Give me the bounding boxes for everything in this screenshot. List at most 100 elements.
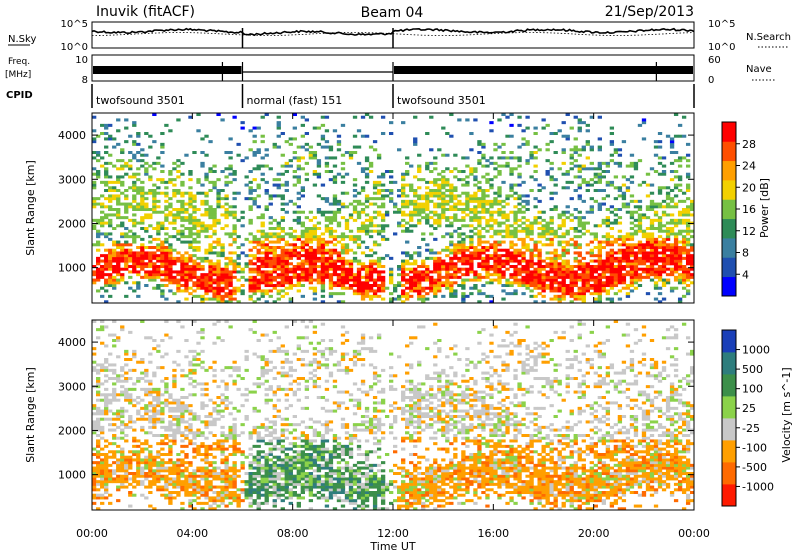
heatmap-cell [473,200,477,203]
heatmap-cell [120,431,124,434]
heatmap-cell [566,230,570,233]
heatmap-cell [164,192,168,195]
heatmap-cell [357,230,361,233]
heatmap-cell [461,284,465,287]
heatmap-cell [441,295,445,298]
heatmap-cell [570,148,574,151]
heatmap-cell [112,281,116,284]
heatmap-cell [257,287,261,290]
heatmap-cell [445,270,449,273]
heatmap-cell [521,129,525,132]
heatmap-cell [281,265,285,268]
heatmap-cell [554,208,558,211]
heatmap-cell [104,472,108,475]
heatmap-cell [590,148,594,151]
heatmap-cell [365,268,369,271]
heatmap-cell [674,287,678,290]
heatmap-cell [261,251,265,254]
heatmap-cell [321,197,325,200]
heatmap-cell [678,265,682,268]
heatmap-cell [172,260,176,263]
heatmap-cell [650,273,654,276]
heatmap-cell [124,260,128,263]
heatmap-cell [562,241,566,244]
heatmap-cell [289,159,293,162]
heatmap-cell [654,249,658,252]
heatmap-cell [329,281,333,284]
heatmap-cell [497,146,501,149]
heatmap-cell [325,262,329,265]
heatmap-cell [172,276,176,279]
heatmap-cell [513,156,517,159]
heatmap-cell [441,284,445,287]
heatmap-cell [562,222,566,225]
heatmap-cell [160,222,164,225]
heatmap-cell [156,246,160,249]
heatmap-cell [521,279,525,282]
heatmap-cell [172,464,176,467]
heatmap-cell [249,289,253,292]
heatmap-cell [232,197,236,200]
heatmap-cell [353,211,357,214]
heatmap-cell [184,483,188,486]
heatmap-cell [337,140,341,143]
heatmap-cell [574,273,578,276]
heatmap-cell [269,203,273,206]
heatmap-cell [317,273,321,276]
heatmap-cell [541,235,545,238]
heatmap-cell [465,192,469,195]
heatmap-cell [220,243,224,246]
heatmap-cell [425,197,429,200]
heatmap-cell [265,273,269,276]
heatmap-cell [505,235,509,238]
heatmap-cell [606,292,610,295]
heatmap-cell [108,260,112,263]
heatmap-cell [148,486,152,489]
heatmap-cell [654,140,658,143]
heatmap-cell [96,203,100,206]
heatmap-cell [132,213,136,216]
heatmap-cell [618,154,622,157]
heatmap-cell [180,270,184,273]
heatmap-cell [361,281,365,284]
heatmap-cell [594,276,598,279]
heatmap-cell [550,279,554,282]
heatmap-cell [421,289,425,292]
heatmap-cell [618,265,622,268]
heatmap-cell [674,235,678,238]
heatmap-cell [469,292,473,295]
heatmap-cell [626,235,630,238]
heatmap-cell [586,211,590,214]
heatmap-cell [369,170,373,173]
heatmap-cell [224,265,228,268]
heatmap-cell [208,287,212,290]
heatmap-cell [100,393,104,396]
heatmap-cell [188,268,192,271]
heatmap-cell [329,241,333,244]
heatmap-cell [537,227,541,230]
heatmap-cell [461,208,465,211]
heatmap-cell [622,276,626,279]
heatmap-cell [485,230,489,233]
heatmap-cell [168,178,172,181]
heatmap-cell [192,385,196,388]
heatmap-cell [445,246,449,249]
heatmap-cell [461,203,465,206]
heatmap-cell [658,222,662,225]
heatmap-cell [429,216,433,219]
heatmap-cell [662,249,666,252]
heatmap-cell [658,251,662,254]
heatmap-cell [365,232,369,235]
heatmap-cell [228,298,232,301]
heatmap-cell [505,260,509,263]
heatmap-cell [180,181,184,184]
heatmap-cell [654,284,658,287]
heatmap-cell [144,265,148,268]
heatmap-cell [253,289,257,292]
heatmap-cell [132,445,136,448]
heatmap-cell [132,241,136,244]
heatmap-cell [212,211,216,214]
heatmap-cell [196,448,200,451]
heatmap-cell [337,241,341,244]
heatmap-cell [654,241,658,244]
